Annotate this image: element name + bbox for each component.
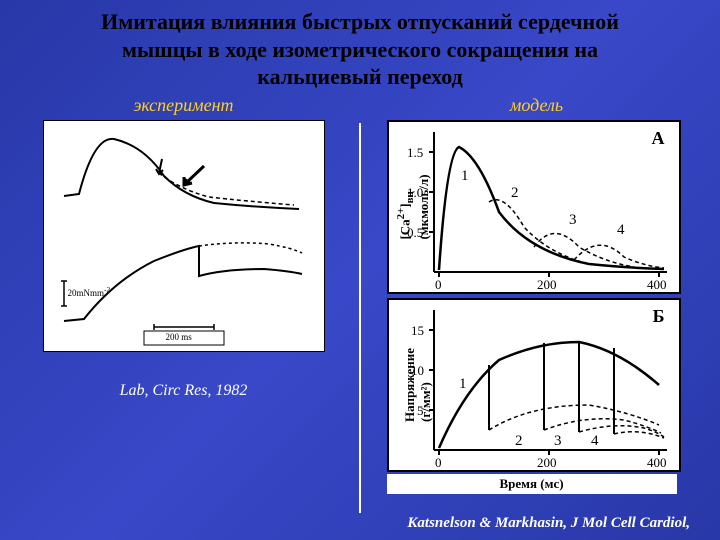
right-column: модель [Ca2+]вц(мкмоль/л) А 1.5 1.0 0.5 … (373, 95, 700, 525)
svg-text:1.5: 1.5 (407, 145, 423, 160)
svg-text:200: 200 (537, 455, 557, 470)
bottom-citation: Katsnelson & Markhasin, J Mol Cell Cardi… (407, 515, 690, 532)
y-scale-label: 20mNmm-2 (68, 285, 111, 298)
experiment-label: эксперимент (20, 95, 347, 116)
svg-text:2: 2 (515, 433, 523, 449)
svg-text:400: 400 (647, 455, 667, 470)
model-charts: [Ca2+]вц(мкмоль/л) А 1.5 1.0 0.5 0 200 4… (387, 120, 687, 494)
slide-title: Имитация влияния быстрых отпусканий серд… (0, 0, 720, 95)
panel-a-ylabel: [Ca2+]вц(мкмоль/л) (395, 174, 432, 239)
left-column: эксперимент (20, 95, 347, 525)
svg-text:15: 15 (411, 323, 424, 338)
panel-b-ylabel: Напряжение(г/мм²) (401, 348, 433, 422)
svg-text:4: 4 (617, 222, 625, 238)
panel-b: Напряжение(г/мм²) Б 15 10 5 0 200 400 (387, 298, 681, 472)
model-label: модель (373, 95, 700, 116)
panel-a-letter: А (652, 128, 665, 149)
experiment-chart: 20mNmm-2 200 ms (43, 120, 325, 352)
svg-text:200: 200 (537, 277, 557, 292)
x-scale-label: 200 ms (166, 332, 192, 342)
column-divider (359, 123, 361, 513)
x-axis-label: Время (мс) (387, 474, 677, 494)
svg-text:2: 2 (511, 185, 519, 201)
svg-text:3: 3 (554, 433, 562, 449)
svg-text:3: 3 (569, 212, 577, 228)
svg-text:1: 1 (461, 168, 469, 184)
panel-a: [Ca2+]вц(мкмоль/л) А 1.5 1.0 0.5 0 200 4… (387, 120, 681, 294)
content-row: эксперимент (0, 95, 720, 525)
panel-b-letter: Б (653, 306, 665, 327)
svg-text:0: 0 (435, 455, 442, 470)
left-citation: Lab, Circ Res, 1982 (20, 382, 347, 400)
svg-text:400: 400 (647, 277, 667, 292)
svg-text:4: 4 (591, 433, 599, 449)
svg-text:1: 1 (459, 376, 467, 392)
svg-text:0: 0 (435, 277, 442, 292)
